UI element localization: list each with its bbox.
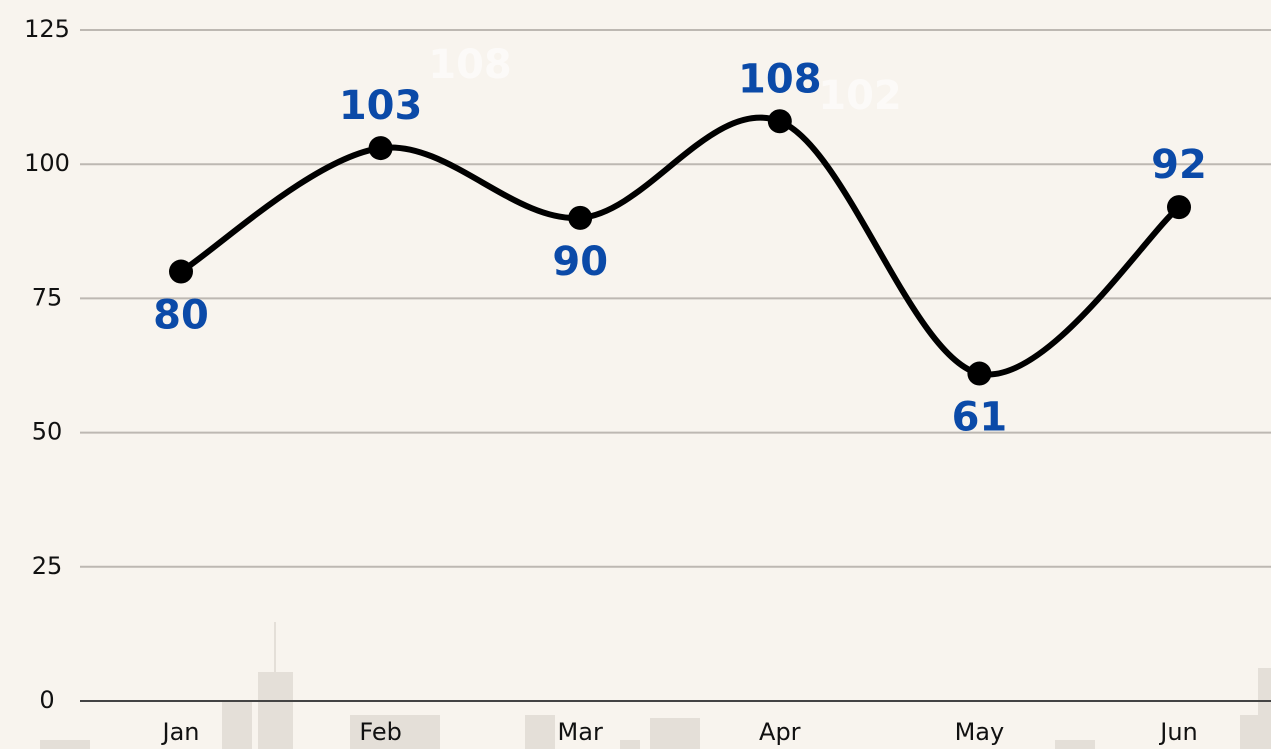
annotation: 102 <box>818 73 902 119</box>
skyline-decoration <box>40 622 1271 749</box>
value-label: 108 <box>738 56 822 102</box>
y-tick-label: 125 <box>24 15 70 43</box>
y-tick-label: 25 <box>32 552 63 580</box>
value-label: 103 <box>339 83 423 129</box>
page: {"chart_data": {"type": "line", "categor… <box>0 0 1271 749</box>
x-tick-label: Mar <box>558 718 603 746</box>
y-tick-label: 75 <box>32 283 63 311</box>
chart: 0255075100125108102JanFebMarAprMayJun801… <box>0 0 1271 749</box>
value-label: 92 <box>1151 142 1207 188</box>
x-tick-label: Apr <box>759 718 801 746</box>
x-tick-label: Jun <box>1158 718 1198 746</box>
x-tick-label: Jan <box>161 718 200 746</box>
point <box>169 260 193 284</box>
y-tick-label: 100 <box>24 149 70 177</box>
y-tick-label: 50 <box>32 418 63 446</box>
y-tick-label: 0 <box>39 686 54 714</box>
point <box>967 362 991 386</box>
value-label: 61 <box>952 395 1008 441</box>
value-label: 80 <box>153 293 209 339</box>
point <box>369 136 393 160</box>
point <box>1167 195 1191 219</box>
x-tick-label: May <box>955 718 1005 746</box>
value-label: 90 <box>552 239 608 285</box>
line <box>181 118 1179 375</box>
annotation: 108 <box>428 42 512 88</box>
x-tick-label: Feb <box>359 718 402 746</box>
point <box>568 206 592 230</box>
point <box>768 109 792 133</box>
